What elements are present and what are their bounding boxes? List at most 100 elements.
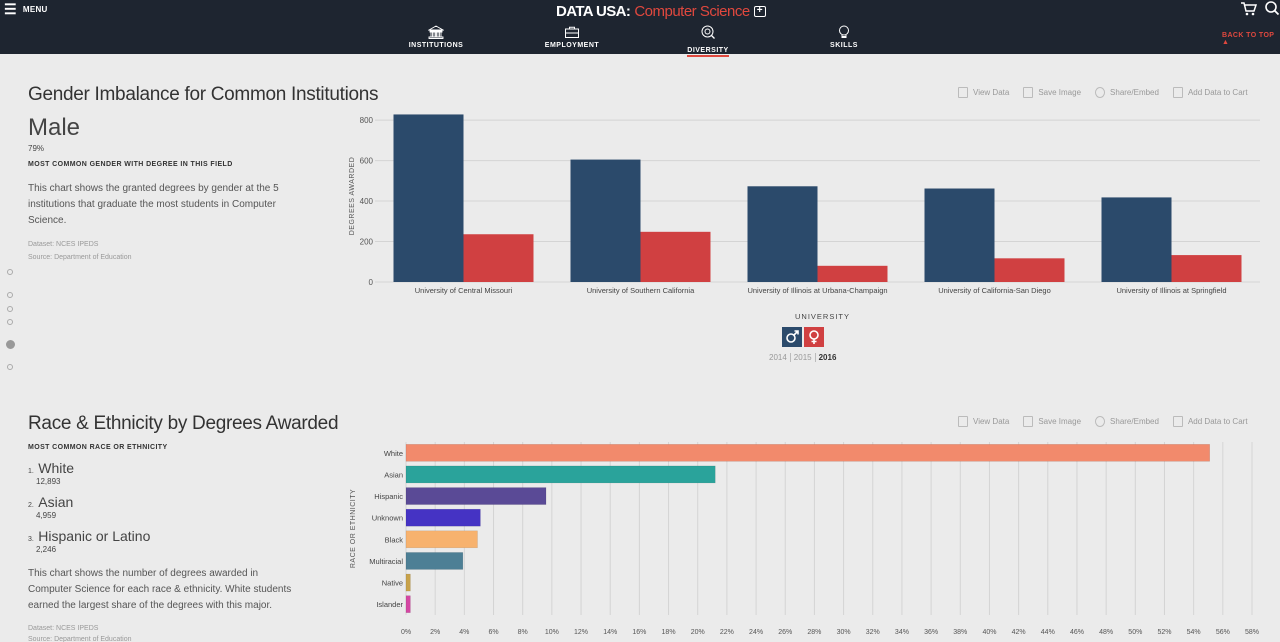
year-2014[interactable]: 2014 xyxy=(769,353,787,362)
lightbulb-icon xyxy=(839,25,849,38)
view-data-button[interactable]: View Data xyxy=(958,87,1009,98)
gender-stat-pct: 79% xyxy=(28,144,45,153)
add-to-cart-button[interactable]: Add Data to Cart xyxy=(1172,416,1248,427)
bar-male xyxy=(1101,197,1172,282)
x-tick-label: University of Illinois at Springfield xyxy=(1116,286,1226,295)
gender-stat-caption: MOST COMMON GENDER WITH DEGREE IN THIS F… xyxy=(28,161,233,168)
year-2016[interactable]: 2016 xyxy=(814,353,840,362)
legend-male-icon[interactable] xyxy=(782,327,802,347)
site-logo[interactable]: DATA USA: xyxy=(556,3,631,20)
rank-number: 2. xyxy=(28,502,34,509)
x-tick-label: 4% xyxy=(459,629,469,636)
x-tick-label: 18% xyxy=(662,629,676,636)
gender-section-title: Gender Imbalance for Common Institutions xyxy=(28,84,379,105)
y-tick-label: Black xyxy=(385,535,404,544)
x-tick-label: 2% xyxy=(430,629,440,636)
share-embed-button[interactable]: Share/Embed xyxy=(1095,87,1159,98)
y-tick-label: 200 xyxy=(360,238,374,247)
tab-diversity[interactable]: DIVERSITY xyxy=(668,25,748,57)
bar-female xyxy=(1171,255,1242,282)
add-to-cart-plus-icon[interactable]: + xyxy=(753,6,766,17)
race-caption: MOST COMMON RACE OR ETHNICITY xyxy=(28,444,168,451)
share-icon xyxy=(1095,87,1106,98)
share-embed-button[interactable]: Share/Embed xyxy=(1095,416,1159,427)
y-tick-label: Unknown xyxy=(372,514,403,523)
x-tick-label: 22% xyxy=(720,629,734,636)
y-tick-label: 600 xyxy=(360,157,374,166)
add-to-cart-button[interactable]: Add Data to Cart xyxy=(1172,87,1248,98)
y-tick-label: 400 xyxy=(360,197,374,206)
tab-label: DIVERSITY xyxy=(687,47,729,57)
bar-female xyxy=(817,265,888,282)
year-2015[interactable]: 2015 xyxy=(789,353,815,362)
document-icon xyxy=(958,416,968,427)
save-image-button[interactable]: Save Image xyxy=(1023,416,1081,427)
breadcrumb-current[interactable]: Computer Science xyxy=(634,3,750,20)
view-data-label: View Data xyxy=(973,88,1010,97)
bar-female xyxy=(640,231,711,282)
share-embed-label: Share/Embed xyxy=(1110,417,1159,426)
year-selector: 2014 2015 2016 xyxy=(766,353,839,362)
x-tick-label: University of Central Missouri xyxy=(415,286,513,295)
x-axis-label: UNIVERSITY xyxy=(795,312,850,321)
x-tick-label: 58% xyxy=(1245,629,1259,636)
x-tick-label: 54% xyxy=(1187,629,1201,636)
section-nav-dot[interactable] xyxy=(7,306,13,312)
tab-skills[interactable]: SKILLS xyxy=(804,25,884,49)
section-nav-dot[interactable] xyxy=(7,364,13,370)
institution-icon xyxy=(428,25,444,39)
save-image-label: Save Image xyxy=(1038,417,1082,426)
x-tick-label: 8% xyxy=(518,629,528,636)
cart-icon[interactable] xyxy=(1240,0,1258,18)
x-tick-label: 10% xyxy=(545,629,559,636)
back-to-top-link[interactable]: BACK TO TOP ▲ xyxy=(1222,32,1275,46)
race-bar-chart: 0% 2% 4% 6% 8% 10% 12% 14% 16% 18% 20% 22% 24% 26% 28%… xyxy=(350,442,1259,636)
add-to-cart-label: Add Data to Cart xyxy=(1187,417,1248,426)
cart-add-icon xyxy=(1172,416,1183,427)
y-tick-label: 0 xyxy=(369,278,374,287)
rank-name: Hispanic or Latino xyxy=(38,528,151,544)
section-nav-dot[interactable] xyxy=(7,319,13,325)
legend-female-icon[interactable] xyxy=(804,327,824,347)
section-nav-dot[interactable] xyxy=(7,269,13,275)
y-tick-label: 800 xyxy=(360,116,374,125)
image-icon xyxy=(1023,416,1034,427)
rank-number: 1. xyxy=(28,468,34,475)
race-section-title: Race & Ethnicity by Degrees Awarded xyxy=(28,413,339,434)
menu-button[interactable]: ☰ MENU xyxy=(4,2,48,16)
bar-asian xyxy=(405,465,716,484)
add-to-cart-label: Add Data to Cart xyxy=(1187,88,1248,97)
x-tick-label: 26% xyxy=(778,629,792,636)
section-nav-dot[interactable] xyxy=(7,292,13,298)
rank-value: 2,246 xyxy=(36,545,57,554)
y-axis-label: DEGREES AWARDED xyxy=(349,157,356,236)
top-navbar: ☰ MENU DATA USA: Computer Science + INST… xyxy=(0,0,1280,57)
race-dataset[interactable]: Dataset: NCES IPEDS xyxy=(28,625,99,632)
x-tick-label: 32% xyxy=(866,629,880,636)
bar-male xyxy=(747,186,818,282)
bar-unknown xyxy=(405,508,481,527)
view-data-button[interactable]: View Data xyxy=(958,416,1009,427)
x-tick-label: 50% xyxy=(1128,629,1142,636)
gender-source[interactable]: Source: Department of Education xyxy=(28,254,132,261)
race-source[interactable]: Source: Department of Education xyxy=(28,636,132,642)
race-rank-item: 3. Hispanic or Latino 2,246 xyxy=(28,528,151,554)
section-nav-dot-active[interactable] xyxy=(6,340,15,349)
gender-bar-chart: 0 200 400 600 800 DEGREES AWARDED University o… xyxy=(349,114,1260,321)
rank-name: Asian xyxy=(38,494,74,510)
x-tick-label: 40% xyxy=(982,629,996,636)
bar-male xyxy=(570,159,641,282)
page-breadcrumb: DATA USA: Computer Science + xyxy=(556,3,766,20)
save-image-button[interactable]: Save Image xyxy=(1023,87,1081,98)
view-data-label: View Data xyxy=(973,417,1010,426)
bar-male xyxy=(924,188,995,282)
tab-employment[interactable]: EMPLOYMENT xyxy=(532,25,612,49)
gender-dataset[interactable]: Dataset: NCES IPEDS xyxy=(28,241,99,248)
x-tick-label: 14% xyxy=(603,629,617,636)
race-chart-toolbar: View Data Save Image Share/Embed Add Dat… xyxy=(958,416,1248,427)
rank-number: 3. xyxy=(28,536,34,543)
tab-institutions[interactable]: INSTITUTIONS xyxy=(396,25,476,49)
bar-female xyxy=(463,234,534,282)
search-icon[interactable] xyxy=(1264,0,1280,18)
document-icon xyxy=(958,87,968,98)
